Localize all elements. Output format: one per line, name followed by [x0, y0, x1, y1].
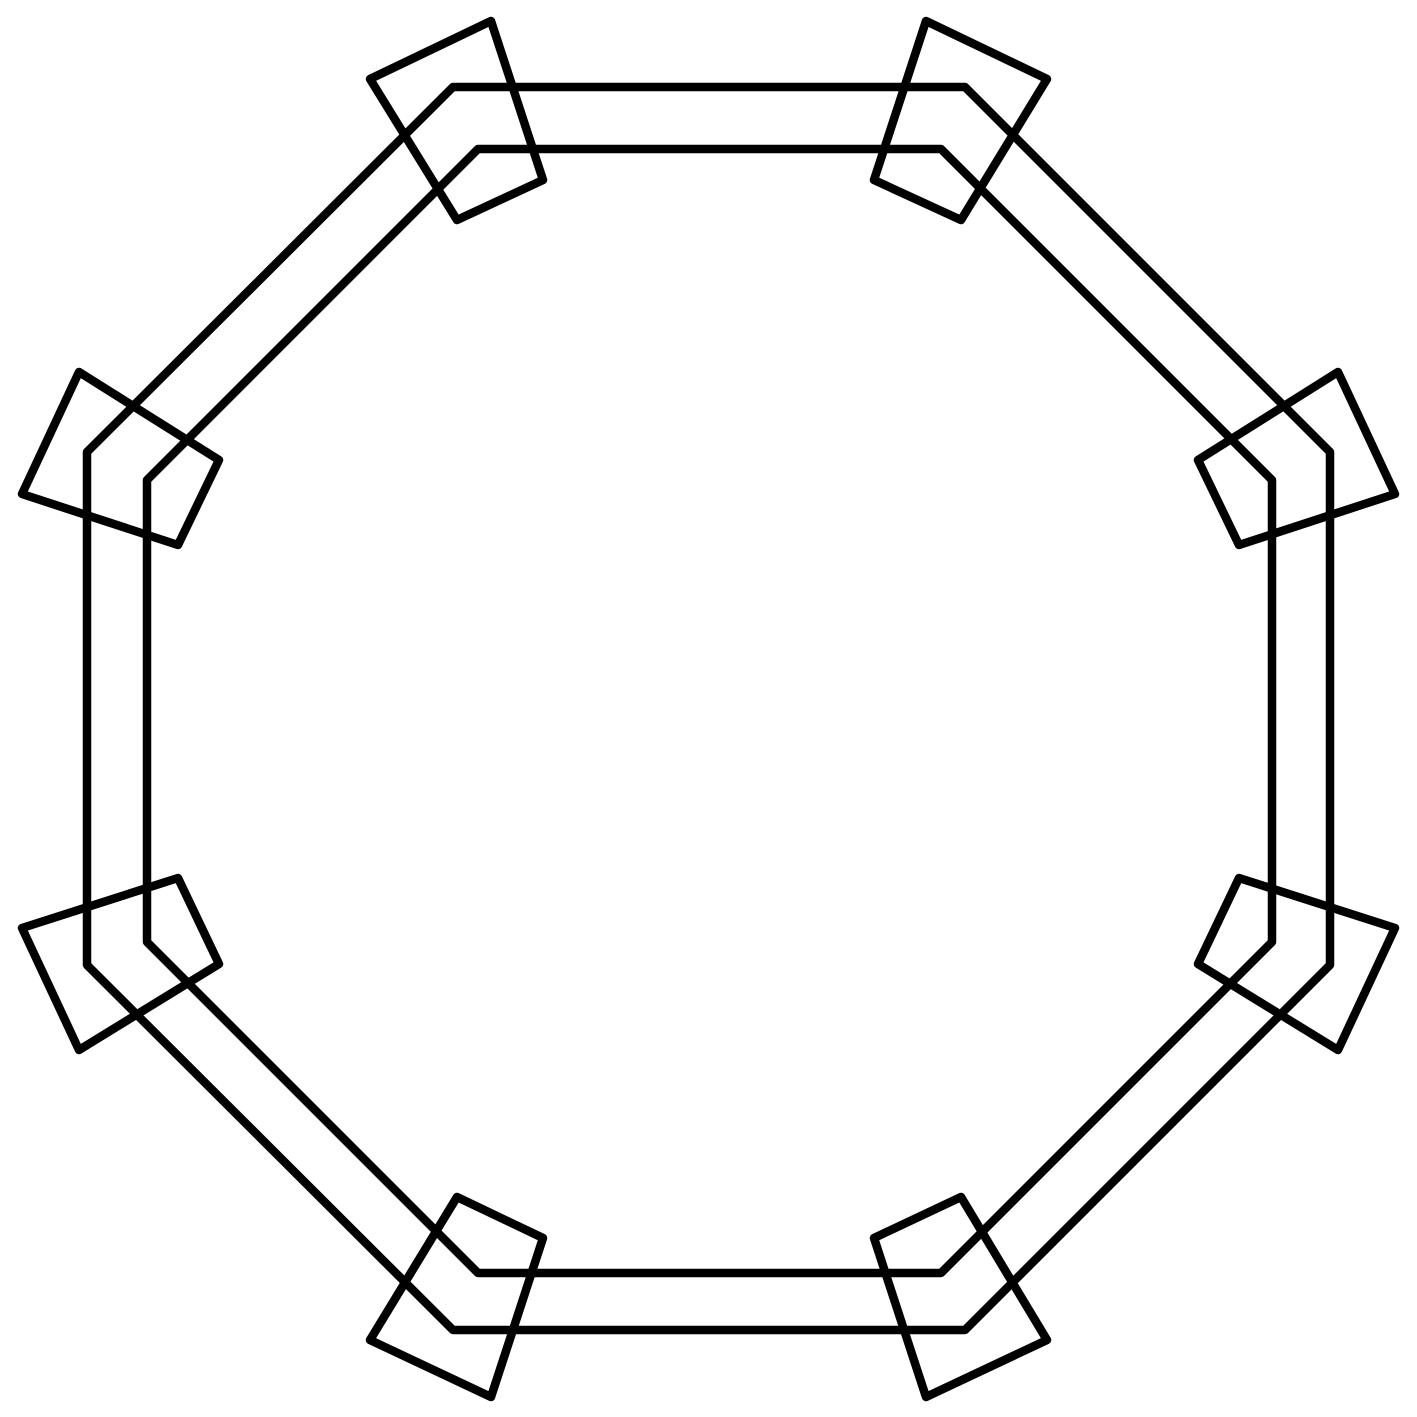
corner-diamond-left-lower [17, 873, 224, 1055]
corner-diamond-left-upper [17, 367, 224, 550]
corner-diamond-bottom-left [365, 1192, 548, 1402]
outer-octagon [82, 82, 1335, 1335]
corner-diamond-top-left [365, 16, 548, 225]
inner-octagon [142, 144, 1277, 1278]
corner-diamond-right-upper [1193, 367, 1400, 550]
corner-diamond-right-lower [1193, 873, 1400, 1055]
corner-ornaments [17, 16, 1400, 1402]
corner-diamond-top-right [869, 16, 1052, 225]
corner-diamond-bottom-right [869, 1192, 1052, 1402]
octagon-bands [82, 82, 1335, 1335]
